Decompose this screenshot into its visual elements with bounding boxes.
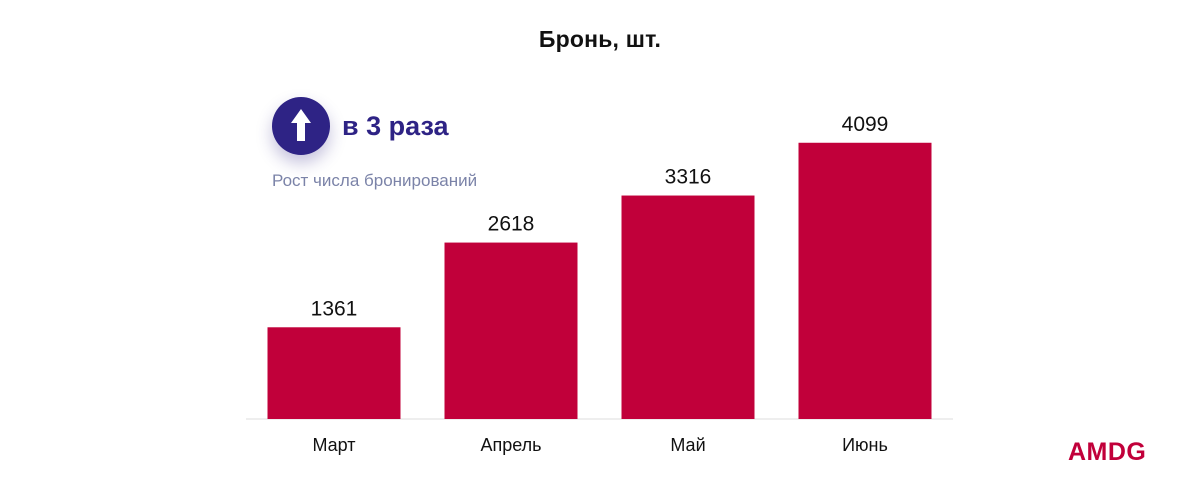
growth-subtitle: Рост числа бронирований — [272, 171, 478, 190]
bar-4 — [798, 142, 932, 419]
x-tick-label-1: Март — [312, 435, 355, 455]
bars-layer: 1361 Март 2618 Апрель 3316 Май 4099 Июнь — [267, 113, 932, 455]
data-label-1: 1361 — [311, 297, 358, 320]
bar-3 — [621, 195, 755, 419]
x-tick-label-3: Май — [670, 435, 705, 455]
chart-title: Бронь, шт. — [538, 26, 662, 52]
bar-1 — [267, 327, 401, 419]
data-label-4: 4099 — [842, 113, 889, 136]
bar-2 — [444, 242, 578, 419]
data-label-2: 2618 — [488, 213, 535, 236]
data-label-3: 3316 — [665, 166, 712, 189]
arrow-up-icon — [291, 109, 311, 141]
growth-badge — [272, 97, 330, 155]
growth-callout: в 3 раза Рост числа бронирований — [272, 97, 592, 197]
brand-logo: AMDG — [1068, 438, 1147, 466]
x-tick-label-4: Июнь — [842, 435, 888, 455]
x-tick-label-2: Апрель — [480, 435, 541, 455]
growth-headline: в 3 раза — [342, 111, 449, 141]
